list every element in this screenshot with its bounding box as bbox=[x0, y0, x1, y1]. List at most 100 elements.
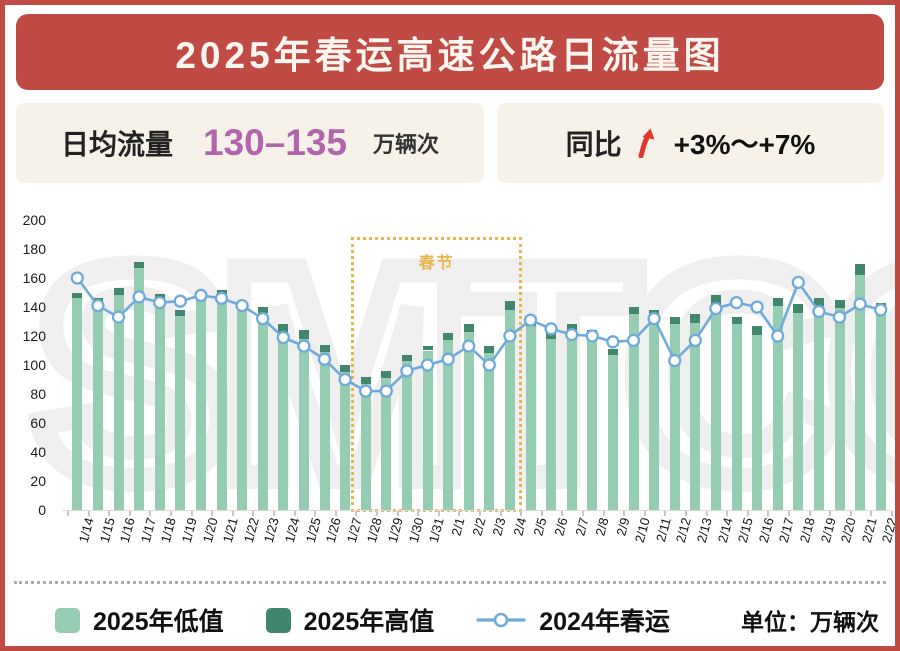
bar-2025-low bbox=[669, 324, 680, 510]
bar-2025-low bbox=[793, 312, 804, 510]
bar-2025-high-cap bbox=[546, 331, 557, 339]
low-value-swatch bbox=[55, 607, 80, 633]
y-tick-label: 140 bbox=[22, 299, 46, 315]
bar-2025-low bbox=[340, 372, 351, 510]
bar-2025-high-cap bbox=[72, 292, 83, 299]
x-axis-label-text: 1/22 bbox=[240, 516, 262, 545]
x-tick bbox=[108, 511, 111, 516]
bar-2025-low bbox=[504, 309, 515, 510]
x-tick bbox=[602, 511, 605, 516]
bar-2025-high-cap bbox=[463, 324, 474, 332]
bar-2025-high-cap bbox=[690, 314, 701, 323]
x-tick bbox=[252, 511, 255, 516]
spring-festival-box: 春节 bbox=[351, 237, 523, 512]
legend: 2025年低值 2025年高值 2024年春运 单位：万辆次 bbox=[5, 595, 895, 645]
x-tick bbox=[273, 511, 275, 516]
bar-2025-high-cap bbox=[319, 344, 330, 352]
bar-2025-high-cap bbox=[752, 325, 763, 335]
x-tick bbox=[437, 511, 440, 516]
line-point bbox=[173, 294, 187, 308]
x-axis-label-text: 2/14 bbox=[714, 516, 736, 545]
x-tick bbox=[355, 511, 358, 516]
x-axis-label-text: 1/29 bbox=[384, 516, 406, 545]
y-tick-label: 200 bbox=[22, 212, 46, 228]
bar-2025-high-cap bbox=[381, 370, 392, 379]
bar-2025-low bbox=[175, 315, 186, 510]
yoy-card: 同比 +3%～+7% bbox=[497, 103, 884, 183]
x-tick bbox=[211, 511, 214, 516]
title-banner: 2025年春运高速公路日流量图 bbox=[16, 14, 884, 90]
bar-2025-low bbox=[525, 325, 536, 510]
daily-volume-value: 130–135 bbox=[202, 122, 348, 163]
x-axis-label-text: 1/19 bbox=[178, 516, 200, 545]
bar-2025-low bbox=[772, 305, 783, 510]
x-axis-label-text: 2/3 bbox=[489, 516, 509, 538]
x-axis-label-text: 1/18 bbox=[158, 516, 180, 545]
y-tick-label: 60 bbox=[30, 415, 46, 431]
x-axis-label-text: 2/2 bbox=[469, 516, 489, 538]
daily-volume-card: 日均流量 130–135 万辆次 bbox=[16, 103, 484, 183]
x-axis-label-text: 2/9 bbox=[613, 516, 633, 538]
bar-2025-low bbox=[237, 307, 248, 510]
bar-2025-high-cap bbox=[793, 304, 804, 313]
x-axis-label-text: 2/1 bbox=[448, 516, 468, 538]
x-axis-label-text: 1/23 bbox=[261, 516, 283, 545]
x-axis-label-text: 1/26 bbox=[322, 516, 344, 545]
legend-item-2024-line: 2024年春运 bbox=[476, 602, 670, 638]
y-tick-label: 40 bbox=[30, 444, 46, 460]
x-axis-label-text: 1/21 bbox=[219, 516, 241, 545]
x-axis-label-text: 2/18 bbox=[796, 516, 818, 545]
bar-2025-low bbox=[463, 331, 474, 510]
bar-2025-high-cap bbox=[772, 298, 783, 306]
bar-2025-high-cap bbox=[566, 324, 577, 332]
bar-2025-high-cap bbox=[855, 263, 866, 276]
x-axis-label-text: 1/16 bbox=[116, 516, 138, 545]
legend-item-2025-high: 2025年高值 bbox=[265, 602, 434, 638]
bar-2025-low bbox=[319, 351, 330, 510]
x-axis-label-text: 2/19 bbox=[817, 516, 839, 545]
y-tick-label: 100 bbox=[22, 357, 46, 373]
bar-2025-high-cap bbox=[443, 333, 454, 341]
x-tick bbox=[231, 511, 234, 516]
x-axis-label-text: 1/28 bbox=[364, 516, 386, 545]
spring-festival-label: 春节 bbox=[418, 255, 455, 273]
bar-2025-low bbox=[113, 295, 124, 510]
bar-2025-low bbox=[134, 267, 145, 510]
x-tick bbox=[726, 511, 729, 516]
x-tick bbox=[334, 511, 337, 516]
line-point bbox=[606, 335, 620, 349]
bar-2025-low bbox=[443, 340, 454, 510]
bar-2025-low bbox=[278, 331, 289, 510]
bar-2025-low bbox=[855, 275, 866, 510]
line-point bbox=[729, 295, 744, 310]
bar-2025-high-cap bbox=[525, 318, 536, 326]
bar-2025-high-cap bbox=[504, 301, 515, 310]
x-tick bbox=[808, 511, 811, 516]
bar-2025-low bbox=[566, 331, 577, 510]
x-axis-label-text: 2/20 bbox=[837, 516, 859, 545]
bar-2025-low bbox=[834, 308, 845, 510]
bar-2025-low bbox=[360, 383, 371, 510]
bar-2025-high-cap bbox=[360, 376, 371, 384]
y-tick-label: 20 bbox=[30, 473, 46, 489]
x-axis-label-text: 1/14 bbox=[75, 516, 97, 545]
x-tick bbox=[170, 511, 172, 516]
x-tick bbox=[849, 511, 852, 516]
x-axis-label-text: 1/24 bbox=[281, 516, 303, 545]
x-axis-label-text: 2/8 bbox=[592, 516, 612, 538]
x-tick bbox=[561, 511, 564, 516]
page-title: 2025年春运高速公路日流量图 bbox=[175, 35, 725, 76]
x-tick bbox=[829, 511, 832, 516]
bar-2025-high-cap bbox=[216, 289, 227, 296]
bar-2025-low bbox=[752, 334, 763, 510]
bar-2025-low bbox=[649, 317, 660, 510]
bar-2025-high-cap bbox=[628, 307, 639, 315]
bar-2025-low bbox=[484, 353, 495, 510]
bar-2025-low bbox=[628, 314, 639, 510]
x-tick bbox=[788, 511, 790, 516]
x-axis-label-text: 1/30 bbox=[405, 516, 427, 545]
bar-2025-low bbox=[690, 322, 701, 510]
x-axis-label-text: 2/10 bbox=[631, 516, 653, 545]
